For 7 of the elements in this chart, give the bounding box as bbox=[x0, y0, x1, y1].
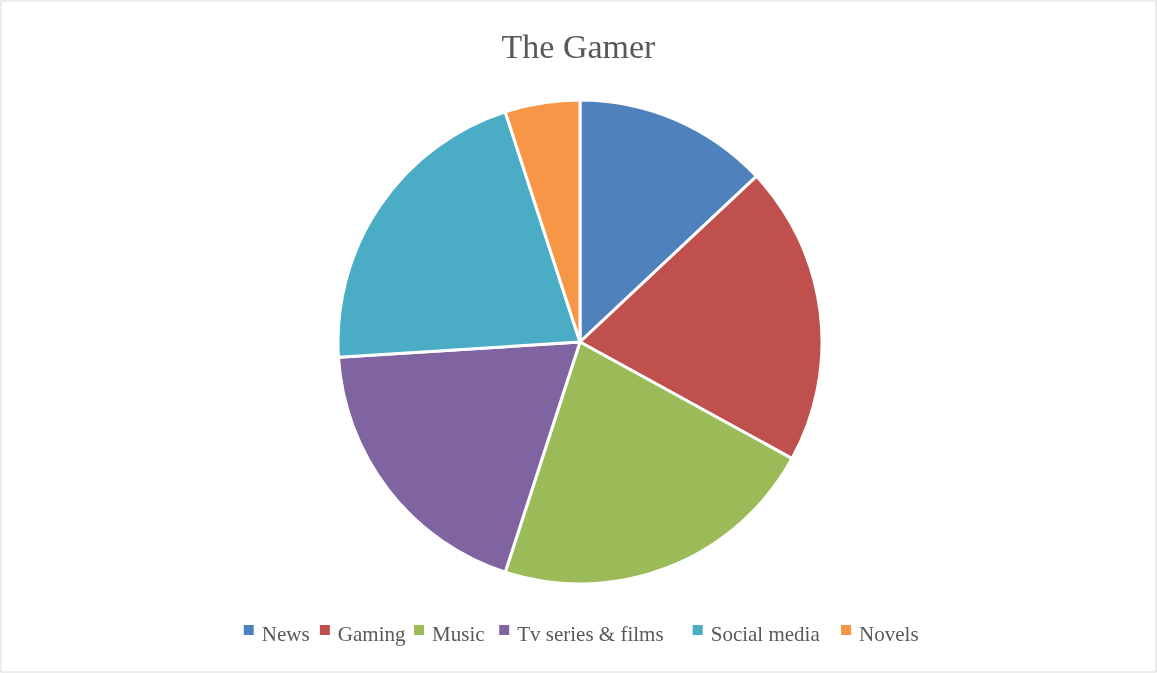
legend-label: Gaming bbox=[337, 621, 407, 646]
legend-label: News bbox=[261, 621, 310, 646]
legend-label: Tv series & films bbox=[517, 621, 664, 646]
legend-label: Music bbox=[432, 621, 485, 646]
legend-label: Novels bbox=[859, 621, 919, 646]
legend-label: Social media bbox=[710, 621, 821, 646]
chart-title: The Gamer bbox=[501, 28, 657, 65]
